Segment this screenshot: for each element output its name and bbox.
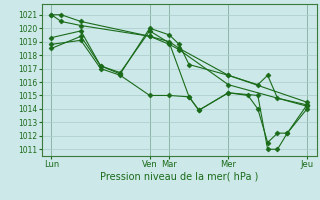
- X-axis label: Pression niveau de la mer( hPa ): Pression niveau de la mer( hPa ): [100, 172, 258, 182]
